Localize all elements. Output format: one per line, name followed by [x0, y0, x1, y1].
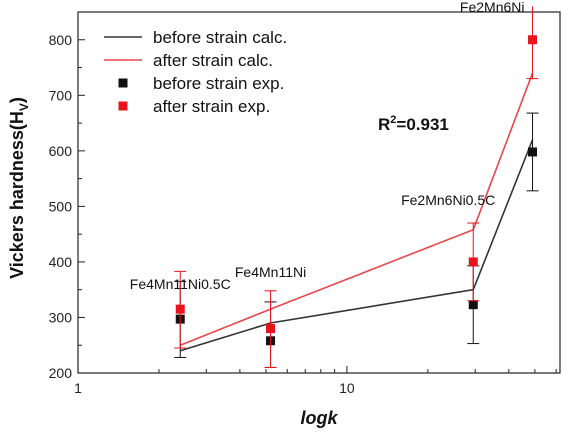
legend-swatch-marker	[118, 78, 128, 88]
y-tick-label: 400	[49, 254, 73, 270]
plot-area	[77, 11, 561, 374]
x-axis: 1 10	[74, 366, 557, 396]
data-point	[266, 324, 276, 334]
data-point	[528, 35, 538, 45]
y-tick-label: 300	[49, 309, 73, 325]
legend-label: before strain exp.	[153, 74, 284, 93]
y-tick-label: 500	[49, 198, 73, 214]
legend-item: after strain calc.	[104, 51, 273, 70]
y-tick-label: 700	[49, 87, 73, 103]
y-tick-label: 800	[49, 32, 73, 48]
legend-item: before strain calc.	[104, 28, 287, 47]
y-tick-label: 600	[49, 143, 73, 159]
data-point	[468, 300, 478, 310]
series-line-0	[180, 139, 534, 352]
plot-frame	[77, 11, 561, 374]
r-squared-annotation: R2=0.931	[378, 114, 449, 134]
point-label: Fe2Mn6Ni	[460, 0, 525, 15]
legend: before strain calc. after strain calc. bef…	[104, 28, 287, 116]
legend-swatch-marker	[118, 101, 128, 111]
data-marks	[174, 6, 539, 368]
series-line-1	[179, 72, 534, 346]
y-axis: 200 300 400 500 600 700 800	[49, 11, 85, 381]
data-point	[175, 304, 185, 314]
point-label: Fe4Mn11Ni	[235, 264, 306, 280]
x-axis-title: logk	[300, 408, 338, 428]
x-tick-label: 10	[339, 380, 355, 396]
y-axis-title: Vickers hardness(HV)	[7, 97, 31, 279]
point-label: Fe2Mn6Ni0.5C	[401, 192, 495, 208]
y-tick-label: 200	[49, 365, 73, 381]
data-point	[528, 147, 538, 157]
legend-label: after strain exp.	[153, 97, 270, 116]
legend-label: before strain calc.	[153, 28, 287, 47]
legend-label: after strain calc.	[153, 51, 273, 70]
point-label: Fe4Mn11Ni0.5C	[130, 276, 231, 292]
legend-item: after strain exp.	[118, 97, 270, 116]
x-tick-label: 1	[74, 380, 82, 396]
data-point	[468, 257, 478, 267]
legend-item: before strain exp.	[118, 74, 284, 93]
